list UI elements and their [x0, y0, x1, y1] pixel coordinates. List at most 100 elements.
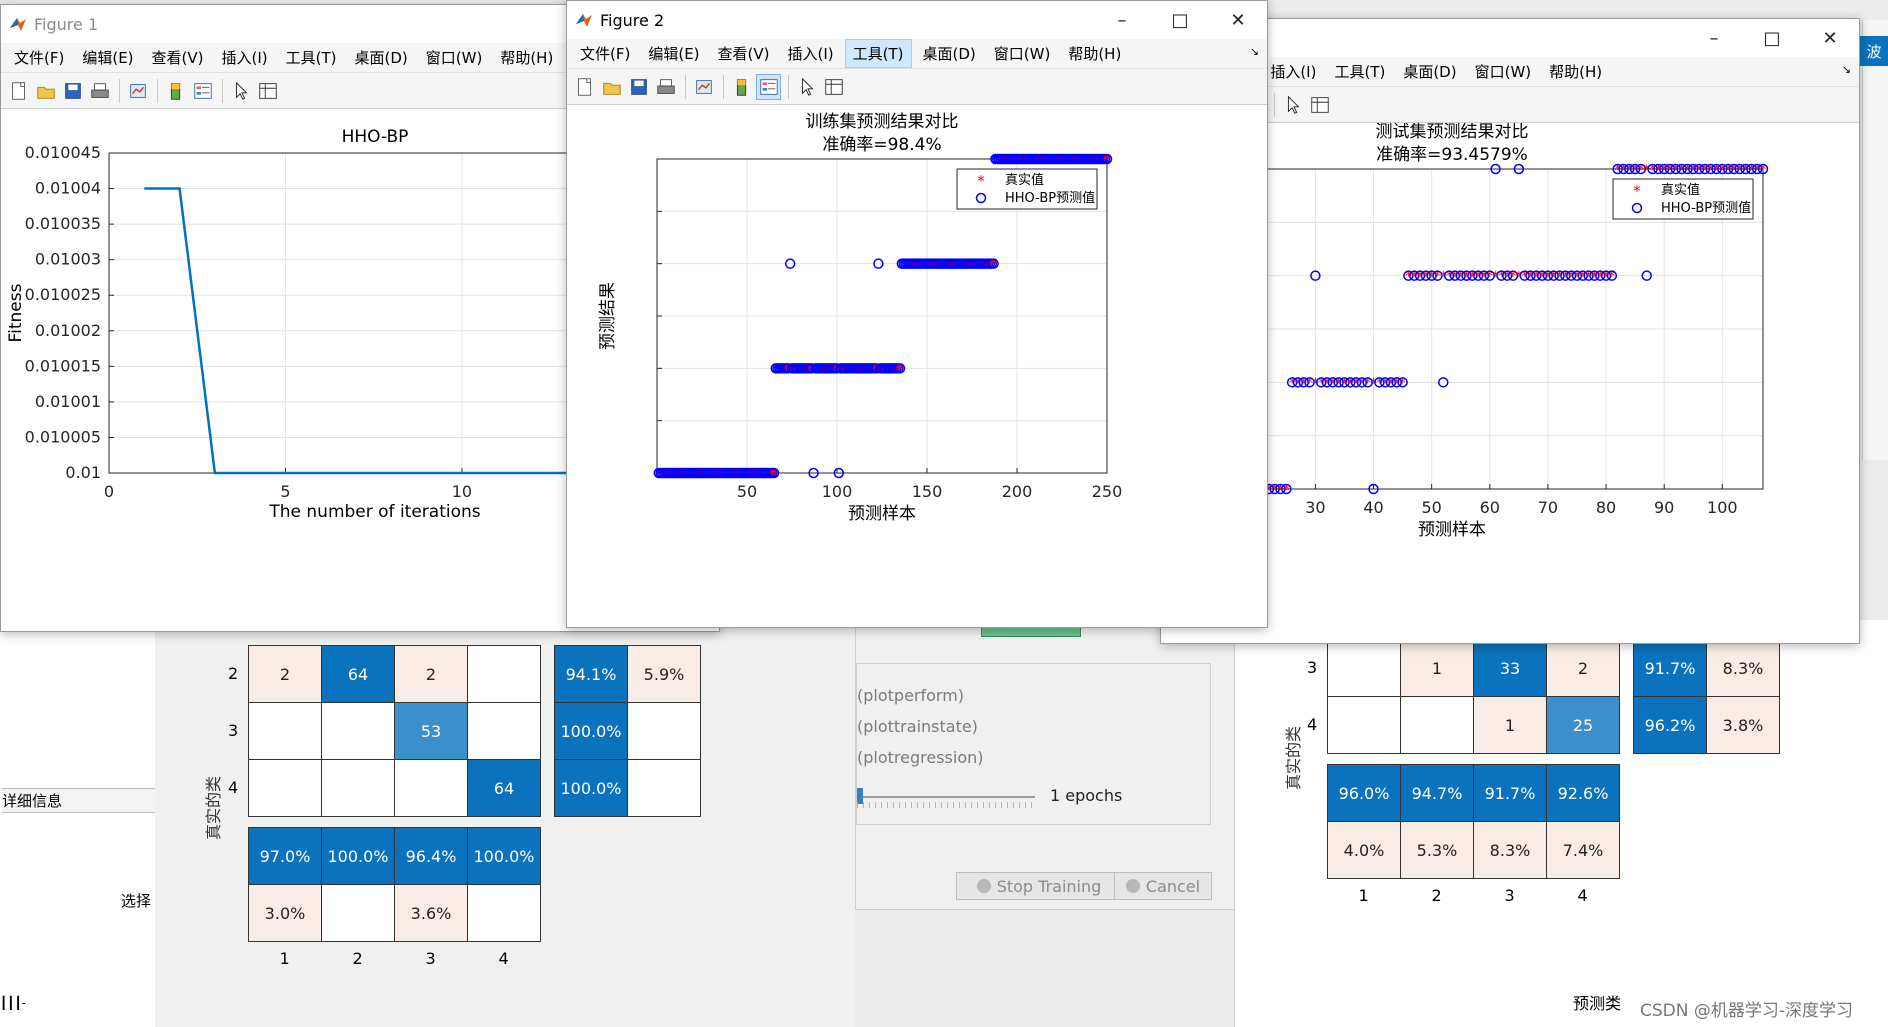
true-value-marker: *: [1043, 153, 1050, 168]
confusion-cell: [1400, 696, 1474, 754]
chart-title: 训练集预测结果对比: [806, 112, 959, 132]
true-value-marker: *: [1481, 270, 1488, 285]
menu-item-2[interactable]: 工具(T): [1334, 63, 1386, 81]
menu-expand-icon[interactable]: ↘: [1249, 45, 1259, 58]
true-value-marker: *: [771, 467, 778, 482]
true-value-marker: *: [1620, 163, 1627, 178]
close-icon[interactable]: ✕: [1230, 9, 1246, 31]
pointer-button[interactable]: [794, 74, 819, 100]
new-file-button[interactable]: [6, 78, 31, 104]
cancel-icon: [1125, 879, 1140, 893]
true-value-marker: *: [1632, 163, 1639, 178]
true-value-marker: *: [873, 362, 880, 377]
legend-button[interactable]: [756, 73, 781, 100]
true-value-marker: *: [1545, 270, 1552, 285]
y-tick-label: 0.01001: [35, 392, 101, 411]
open-folder-button[interactable]: [599, 74, 624, 100]
true-value-marker: *: [848, 362, 855, 377]
colorbar-button[interactable]: [729, 74, 754, 100]
plottrainstate-link[interactable]: (plottrainstate): [857, 717, 978, 736]
save-button[interactable]: [60, 78, 85, 104]
x-tick-label: 90: [1654, 498, 1674, 517]
menu-item-4[interactable]: 工具(T): [844, 39, 912, 68]
pointer-icon: [801, 77, 814, 96]
minimize-icon[interactable]: –: [1117, 9, 1127, 31]
cancel-button[interactable]: Cancel: [1114, 872, 1212, 900]
menu-item-3[interactable]: 插入(I): [221, 49, 268, 67]
new-file-icon: [577, 77, 591, 96]
plotregression-link[interactable]: (plotregression): [857, 748, 984, 767]
matlab-icon: [576, 14, 592, 27]
property-editor-button[interactable]: [255, 78, 280, 104]
side-label-box[interactable]: 波: [1860, 36, 1888, 66]
legend-pred-label: HHO-BP预测值: [1661, 200, 1751, 216]
true-value-marker: *: [917, 258, 924, 273]
property-editor-button[interactable]: [1307, 92, 1332, 118]
x-tick-label: 150: [912, 482, 943, 501]
true-value-marker: *: [1638, 163, 1645, 178]
y-axis-label: Fitness: [6, 283, 26, 342]
plotperform-link[interactable]: (plotperform): [857, 686, 965, 705]
left-scroll-marker[interactable]: ┃┃┃-: [0, 996, 27, 1010]
maximize-icon[interactable]: □: [1171, 9, 1189, 31]
pointer-button[interactable]: [1280, 92, 1305, 118]
menu-item-7[interactable]: 帮助(H): [500, 49, 554, 67]
true-value-marker: *: [794, 362, 801, 377]
toolbar-separator: [119, 78, 120, 103]
menu-item-1[interactable]: 编辑(E): [82, 49, 134, 67]
save-button[interactable]: [626, 74, 651, 100]
menu-item-7[interactable]: 帮助(H): [1068, 45, 1122, 63]
link-plot-button[interactable]: [125, 78, 150, 104]
menu-item-3[interactable]: 插入(I): [787, 45, 834, 63]
print-icon: [90, 82, 109, 98]
property-editor-button[interactable]: [821, 74, 846, 100]
menu-item-1[interactable]: 编辑(E): [648, 45, 700, 63]
figure3-titlebar[interactable]: – □ ✕: [1161, 19, 1859, 57]
menu-item-1[interactable]: 插入(I): [1270, 63, 1317, 81]
menu-item-4[interactable]: 窗口(W): [1474, 63, 1532, 81]
epoch-slider-thumb[interactable]: [857, 788, 863, 804]
menu-item-0[interactable]: 文件(F): [14, 49, 65, 67]
menu-item-5[interactable]: 桌面(D): [354, 49, 408, 67]
print-button[interactable]: [653, 74, 678, 100]
close-icon[interactable]: ✕: [1822, 27, 1838, 49]
legend-button[interactable]: [190, 78, 215, 104]
open-folder-button[interactable]: [33, 78, 58, 104]
menu-item-6[interactable]: 窗口(W): [993, 45, 1051, 63]
menu-item-0[interactable]: 文件(F): [580, 45, 631, 63]
true-value-marker: *: [827, 362, 834, 377]
print-button[interactable]: [87, 78, 112, 104]
menu-item-2[interactable]: 查看(V): [151, 49, 204, 67]
figure3-window[interactable]: – □ ✕ E)查看(V)插入(I)工具(T)桌面(D)窗口(W)帮助(H)↘ …: [1160, 18, 1860, 644]
true-value-marker: *: [836, 362, 843, 377]
predicted-value-marker: [1350, 377, 1362, 388]
minimize-icon[interactable]: –: [1709, 27, 1719, 49]
figure2-titlebar[interactable]: Figure 2 – □ ✕: [567, 1, 1267, 39]
confusion-panel-right: 真实的类 3 1 33 2 91.7% 8.3% 4 1 25 96.2% 3.8% 96.0% 94.…: [1234, 609, 1888, 1027]
menu-expand-icon[interactable]: ↘: [1841, 63, 1851, 76]
col-summary-bottom-cell: 8.3%: [1473, 821, 1547, 879]
col-summary-top-cell: 96.4%: [394, 827, 468, 885]
open-folder-icon: [36, 86, 55, 99]
colorbar-button[interactable]: [163, 78, 188, 104]
stop-training-button[interactable]: Stop Training: [956, 872, 1122, 900]
link-plot-button[interactable]: [691, 74, 716, 100]
true-value-marker: *: [998, 153, 1005, 168]
y-tick-label: 0.010025: [25, 285, 101, 304]
menu-item-2[interactable]: 查看(V): [717, 45, 770, 63]
row-summary-cell: 5.9%: [627, 645, 701, 703]
true-value-marker: *: [1452, 270, 1459, 285]
menu-item-3[interactable]: 桌面(D): [1403, 63, 1457, 81]
pointer-button[interactable]: [228, 78, 253, 104]
true-value-marker: *: [1079, 153, 1086, 168]
menu-item-5[interactable]: 桌面(D): [922, 45, 976, 63]
menu-item-4[interactable]: 工具(T): [285, 49, 337, 67]
y-tick-label: 0.010015: [25, 356, 101, 375]
true-value-marker: *: [929, 258, 936, 273]
new-file-button[interactable]: [572, 74, 597, 100]
maximize-icon[interactable]: □: [1763, 27, 1781, 49]
figure2-window[interactable]: Figure 2 – □ ✕ 文件(F) 编辑(E) 查看(V) 插入(I) 工具(T)…: [566, 0, 1268, 628]
bottom-tick-label: 1: [279, 949, 290, 968]
menu-item-6[interactable]: 窗口(W): [425, 49, 483, 67]
menu-item-5[interactable]: 帮助(H): [1549, 63, 1603, 81]
